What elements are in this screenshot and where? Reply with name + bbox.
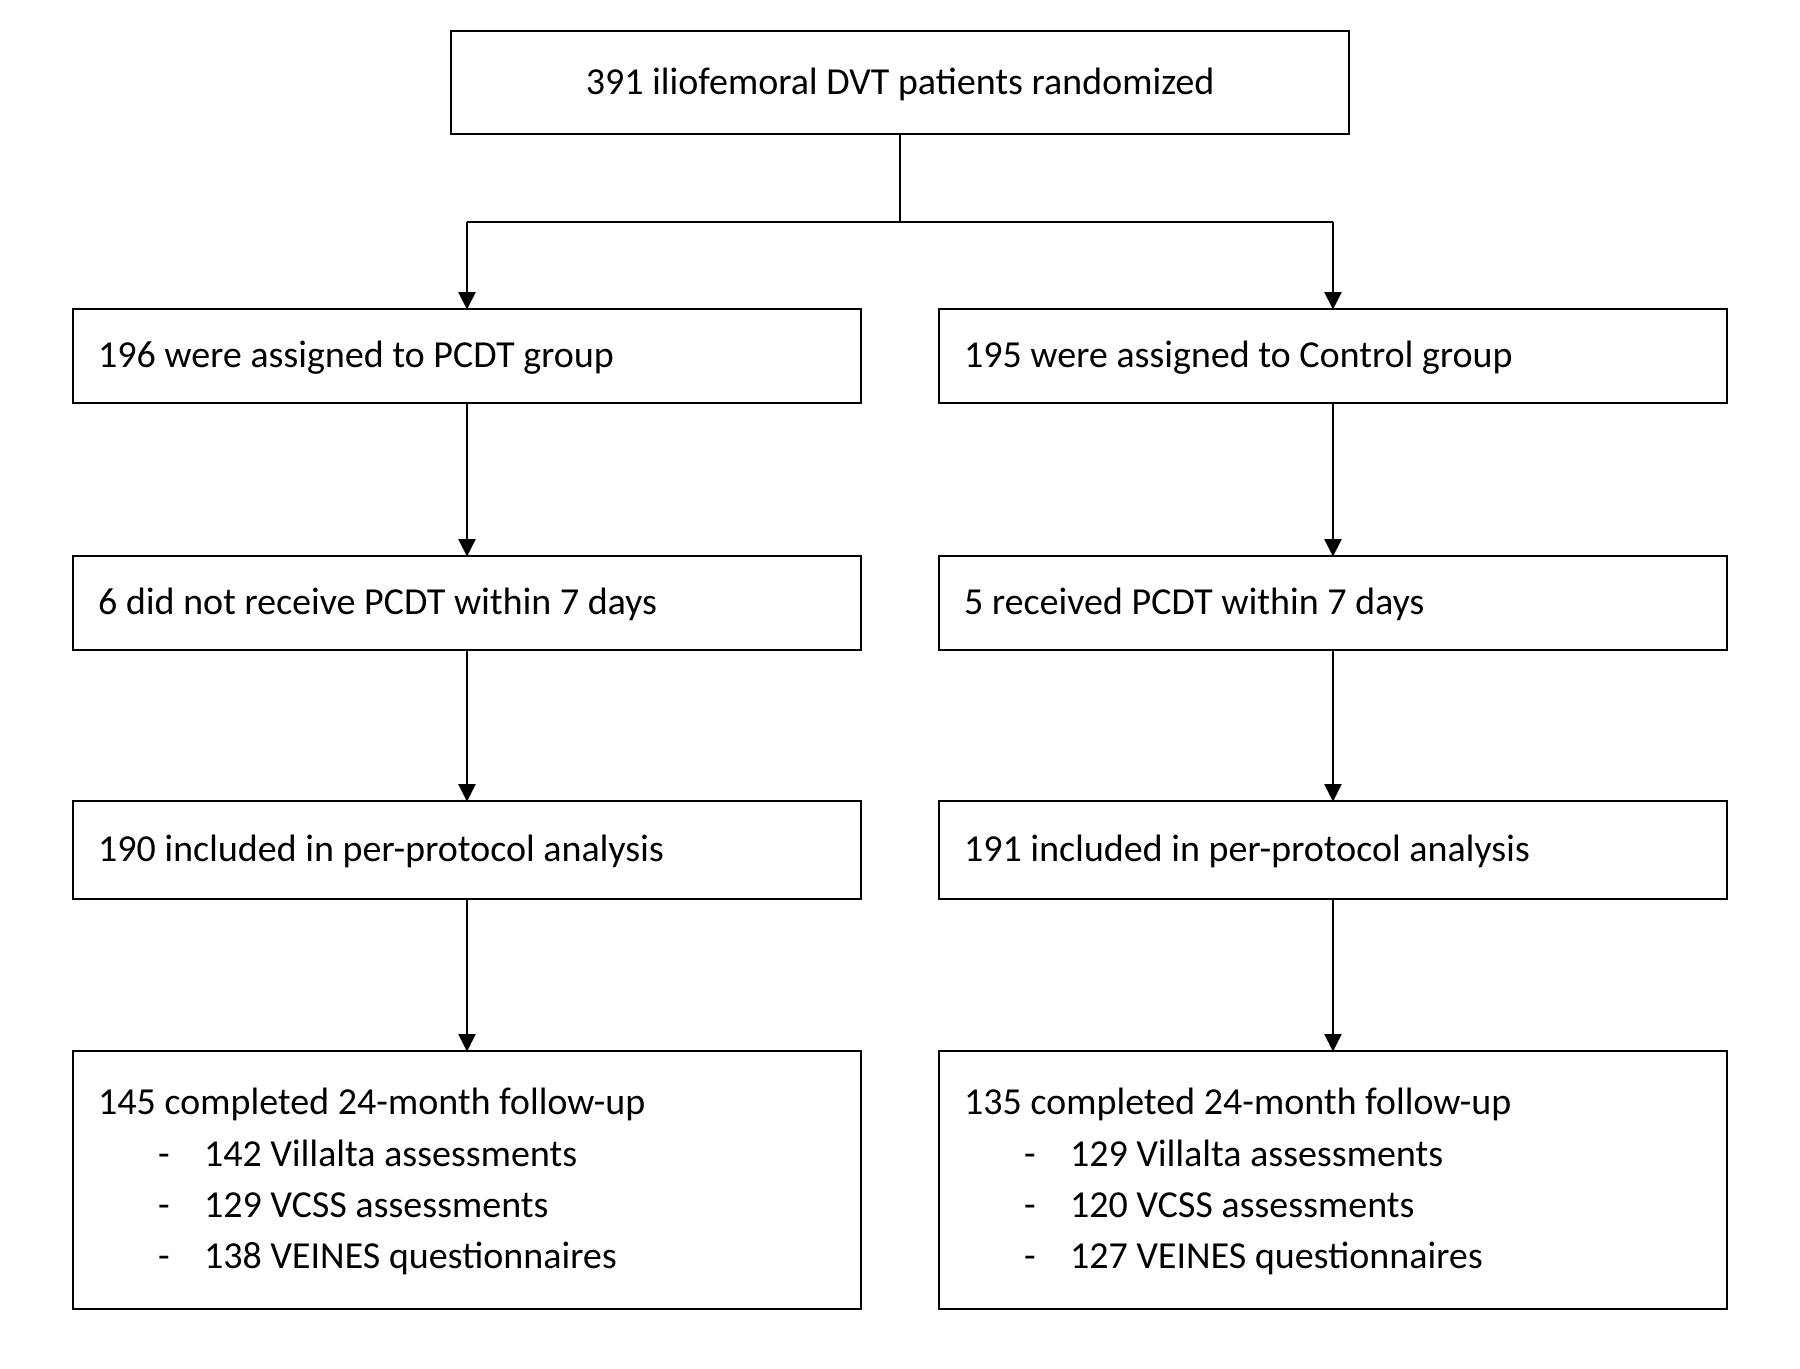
node-control-received-pcdt-text: 5 received PCDT within 7 days <box>964 577 1702 628</box>
node-control-followup-header: 135 completed 24-month follow-up <box>964 1077 1702 1128</box>
node-pcdt-per-protocol: 190 included in per-protocol analysis <box>72 800 862 900</box>
node-randomized-text: 391 iliofemoral DVT patients randomized <box>476 57 1324 108</box>
node-control-followup-bullet-3: - 127 VEINES questionnaires <box>964 1231 1702 1282</box>
node-control-followup-bullet-1: - 129 Villalta assessments <box>964 1129 1702 1180</box>
node-pcdt-not-received-text: 6 did not receive PCDT within 7 days <box>98 577 836 628</box>
node-pcdt-followup-bullet-3: - 138 VEINES questionnaires <box>98 1231 836 1282</box>
node-control-per-protocol-text: 191 included in per-protocol analysis <box>964 824 1702 875</box>
node-pcdt-followup: 145 completed 24-month follow-up - 142 V… <box>72 1050 862 1310</box>
flowchart-canvas: 391 iliofemoral DVT patients randomized … <box>0 0 1800 1369</box>
node-pcdt-assigned: 196 were assigned to PCDT group <box>72 308 862 404</box>
node-control-followup: 135 completed 24-month follow-up - 129 V… <box>938 1050 1728 1310</box>
node-pcdt-assigned-text: 196 were assigned to PCDT group <box>98 330 836 381</box>
node-randomized: 391 iliofemoral DVT patients randomized <box>450 30 1350 135</box>
node-control-per-protocol: 191 included in per-protocol analysis <box>938 800 1728 900</box>
node-pcdt-followup-header: 145 completed 24-month follow-up <box>98 1077 836 1128</box>
node-pcdt-followup-bullet-1: - 142 Villalta assessments <box>98 1129 836 1180</box>
node-pcdt-followup-bullet-2: - 129 VCSS assessments <box>98 1180 836 1231</box>
node-control-received-pcdt: 5 received PCDT within 7 days <box>938 555 1728 651</box>
node-pcdt-not-received: 6 did not receive PCDT within 7 days <box>72 555 862 651</box>
node-control-assigned-text: 195 were assigned to Control group <box>964 330 1702 381</box>
node-control-assigned: 195 were assigned to Control group <box>938 308 1728 404</box>
node-control-followup-bullet-2: - 120 VCSS assessments <box>964 1180 1702 1231</box>
node-pcdt-per-protocol-text: 190 included in per-protocol analysis <box>98 824 836 875</box>
